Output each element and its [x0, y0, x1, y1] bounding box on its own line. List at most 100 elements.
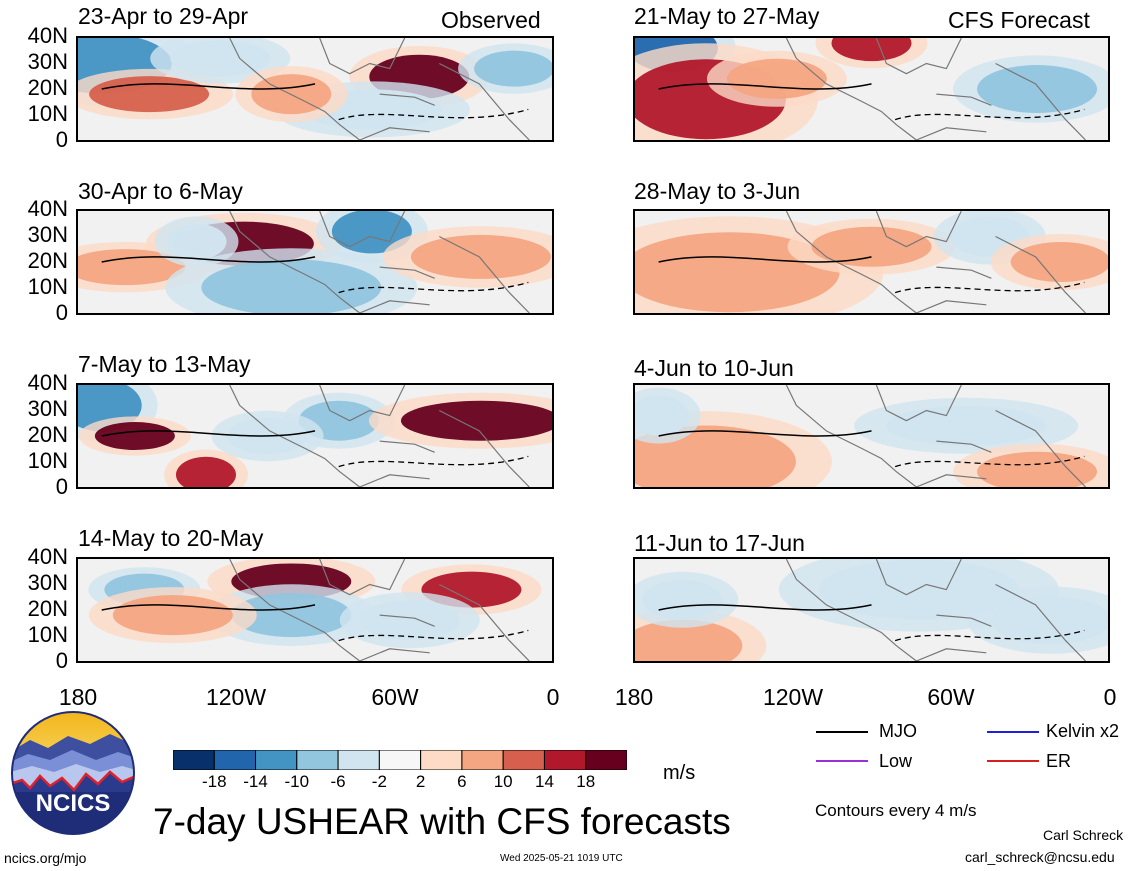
lat-tick-row3-4: 0: [55, 474, 68, 499]
colorbar-tick: -14: [243, 772, 268, 791]
coastline: [875, 211, 962, 248]
coastline: [439, 583, 530, 661]
coastline: [379, 266, 435, 279]
colorbar-swatch: [337, 749, 380, 771]
coastline: [936, 93, 992, 106]
lat-tick-row1-0: 40N: [27, 23, 68, 48]
coastline: [229, 385, 361, 487]
coastline: [995, 409, 1086, 487]
panel-title-fcst-3: 4-Jun to 10-Jun: [634, 355, 794, 381]
lat-tick-row3-3: 10N: [27, 448, 68, 473]
mjo-contour-dashed: [338, 108, 529, 121]
mjo-contour-dashed: [338, 629, 529, 642]
map-panel-forecast-1: [633, 36, 1110, 142]
footer-url[interactable]: ncics.org/mjo: [4, 850, 87, 866]
lat-tick-row3-0: 40N: [27, 370, 68, 395]
coastline: [319, 211, 406, 248]
lon-tick-180-right: 180: [614, 684, 654, 710]
shear-anomaly: [201, 259, 382, 313]
mjo-contour: [101, 430, 316, 437]
shear-anomaly: [977, 65, 1098, 113]
observed-label: Observed: [441, 7, 541, 33]
lat-tick-row1-1: 30N: [27, 49, 68, 74]
panel-title-obs-2: 30-Apr to 6-May: [78, 178, 243, 204]
map-panel-observed-2: [76, 209, 554, 315]
coastline: [439, 62, 530, 140]
coastline: [319, 38, 406, 75]
legend-line-low: [816, 760, 868, 762]
coastline: [359, 648, 430, 661]
logo-text: NCICS: [35, 790, 111, 817]
mjo-contour-dashed: [338, 281, 529, 294]
shear-anomaly: [642, 579, 723, 620]
coastline: [785, 38, 917, 140]
coastline: [916, 300, 987, 313]
contour-note: Contours every 4 m/s: [815, 801, 977, 820]
coastline: [379, 614, 435, 627]
colorbar-tick: 18: [576, 772, 596, 791]
lat-tick-row1-3: 10N: [27, 101, 68, 126]
mjo-contour: [101, 83, 316, 90]
lon-tick-120w-right: 120W: [762, 684, 824, 710]
coastline: [995, 583, 1086, 661]
map-panel-forecast-3: [633, 383, 1110, 489]
colorbar: [172, 749, 628, 771]
lon-tick-180-left: 180: [58, 684, 98, 710]
coastline: [916, 648, 987, 661]
coastline: [229, 559, 361, 661]
lat-tick-row3-1: 30N: [27, 396, 68, 421]
shear-anomaly: [1010, 242, 1108, 282]
coastline: [785, 559, 917, 661]
main-title: 7-day USHEAR with CFS forecasts: [153, 801, 731, 842]
shear-anomaly: [818, 559, 1019, 620]
lat-tick-row2-3: 10N: [27, 274, 68, 299]
coastline: [379, 440, 435, 453]
coastline: [359, 474, 430, 487]
shear-anomaly: [175, 456, 236, 487]
shear-anomaly: [635, 395, 689, 436]
panel-title-obs-4: 14-May to 20-May: [78, 525, 264, 551]
colorbar-swatch: [213, 749, 257, 771]
panel-title-fcst-2: 28-May to 3-Jun: [634, 178, 801, 204]
ncics-logo: NCICS: [10, 710, 136, 836]
shear-anomaly: [474, 50, 552, 87]
colorbar-tick: -10: [284, 772, 310, 791]
shear-anomaly: [94, 422, 175, 450]
colorbar-tick: 2: [415, 772, 426, 791]
mjo-contour-dashed: [338, 455, 529, 468]
lon-tick-0-left: 0: [546, 684, 560, 710]
lat-tick-row4-1: 30N: [27, 570, 68, 595]
shear-anomaly: [635, 619, 743, 661]
panel-title-fcst-1: 21-May to 27-May: [634, 3, 820, 29]
colorbar-swatch: [461, 749, 504, 771]
lat-tick-row3-2: 20N: [27, 422, 68, 447]
map-panel-observed-1: [76, 36, 554, 142]
panel-title-obs-1: 23-Apr to 29-Apr: [78, 3, 249, 29]
mjo-contour-dashed: [894, 108, 1085, 121]
lat-tick-row4-2: 20N: [27, 596, 68, 621]
footer-email[interactable]: carl_schreck@ncsu.edu: [965, 849, 1115, 865]
shear-anomaly: [831, 38, 912, 62]
coastline: [875, 559, 962, 596]
shear-anomaly: [78, 249, 186, 286]
lat-tick-row1-2: 20N: [27, 75, 68, 100]
coastline: [875, 385, 962, 422]
colorbar-swatch: [296, 749, 339, 771]
colorbar-swatch: [585, 749, 628, 771]
coastline: [229, 211, 361, 313]
mjo-contour-dashed: [894, 455, 1085, 468]
lat-tick-row4-0: 40N: [27, 544, 68, 569]
coastline: [995, 62, 1086, 140]
shear-anomaly: [886, 405, 1047, 446]
coastline: [785, 385, 917, 487]
colorbar-swatch: [172, 749, 215, 771]
coastline: [995, 235, 1086, 313]
coastline: [916, 127, 987, 140]
panel-title-obs-3: 7-May to 13-May: [78, 351, 251, 377]
colorbar-swatch: [420, 749, 463, 771]
legend-label-low: Low: [879, 751, 913, 771]
forecast-label: CFS Forecast: [948, 7, 1090, 33]
coastline: [229, 38, 361, 140]
coastline: [439, 235, 530, 313]
shear-anomaly: [331, 211, 412, 254]
